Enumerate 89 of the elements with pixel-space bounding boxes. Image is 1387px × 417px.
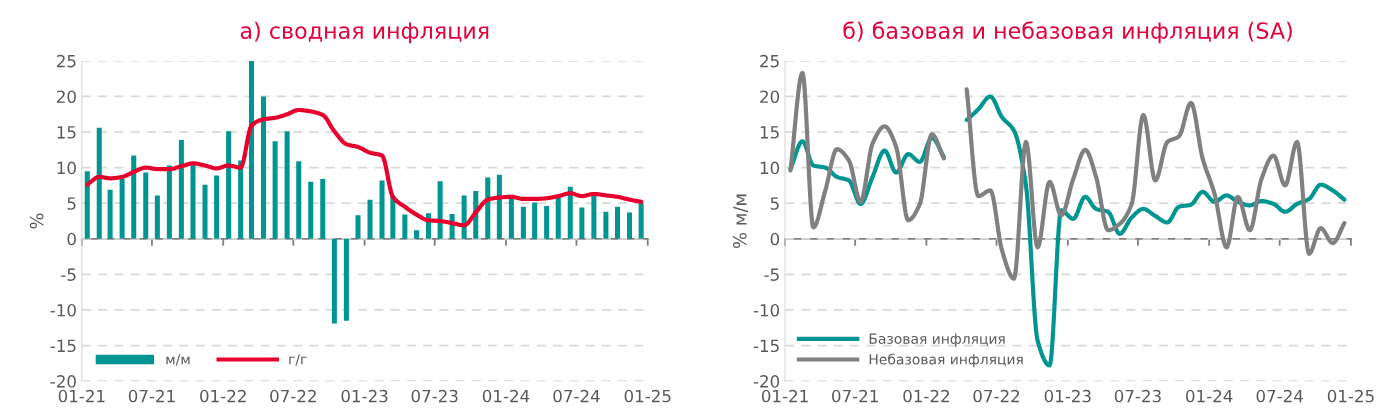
y-tick-label: 0 bbox=[67, 232, 76, 246]
bar bbox=[248, 60, 254, 239]
y-tick-label: 0 bbox=[770, 232, 780, 246]
y-tick-label: -10 bbox=[50, 303, 76, 317]
bar bbox=[178, 139, 184, 239]
bar bbox=[96, 127, 102, 239]
x-tick-label: 01-25 bbox=[1327, 389, 1374, 403]
bar bbox=[214, 175, 220, 239]
bar bbox=[308, 181, 314, 239]
y-tick-label: -5 bbox=[61, 268, 76, 281]
chart-title: а) сводная инфляция bbox=[240, 21, 489, 44]
x-tick-label: 01-22 bbox=[200, 389, 246, 403]
bar bbox=[603, 211, 609, 239]
bar bbox=[379, 180, 385, 239]
bar bbox=[413, 230, 420, 239]
bar bbox=[238, 160, 244, 239]
x-tick-label: 07-22 bbox=[270, 389, 316, 403]
y-tick-label: 20 bbox=[760, 90, 780, 104]
bar bbox=[296, 161, 302, 239]
bar bbox=[579, 207, 585, 239]
bar bbox=[284, 131, 290, 239]
y-tick-label: 5 bbox=[67, 197, 76, 210]
x-tick-label: 01-21 bbox=[761, 389, 808, 403]
bar bbox=[84, 171, 90, 239]
bar bbox=[119, 179, 125, 239]
bar bbox=[544, 206, 550, 239]
x-tick-label: 01-24 bbox=[1186, 389, 1233, 403]
bar bbox=[532, 202, 538, 239]
bar bbox=[627, 212, 633, 239]
x-tick-label: 01-22 bbox=[903, 389, 949, 403]
bar bbox=[154, 195, 160, 239]
x-tick-label: 07-22 bbox=[973, 389, 1020, 403]
bar bbox=[320, 179, 326, 239]
y-tick-label: -10 bbox=[753, 303, 780, 317]
bar bbox=[131, 155, 137, 239]
y-axis-title: % bbox=[29, 213, 44, 229]
bar bbox=[591, 196, 597, 239]
bar bbox=[331, 238, 337, 324]
y-tick-label: 10 bbox=[760, 161, 780, 175]
legend-label: г/г bbox=[289, 354, 307, 366]
x-tick-label: 01-24 bbox=[482, 389, 530, 403]
x-tick-label: 07-23 bbox=[411, 389, 458, 403]
legend-label: Базовая инфляция bbox=[869, 333, 1005, 347]
bar bbox=[355, 215, 361, 239]
bar bbox=[226, 131, 232, 239]
bar bbox=[260, 96, 267, 239]
bar bbox=[496, 174, 502, 239]
bar bbox=[202, 184, 208, 239]
y-tick-label: 25 bbox=[56, 54, 76, 68]
bar bbox=[272, 141, 278, 239]
y-tick-label: 25 bbox=[760, 54, 779, 68]
bar bbox=[143, 172, 149, 239]
bar bbox=[437, 181, 443, 239]
bar bbox=[343, 238, 349, 321]
y-tick-label: 5 bbox=[770, 197, 779, 210]
x-tick-label: 07-21 bbox=[832, 389, 878, 403]
x-tick-label: 01-25 bbox=[624, 389, 671, 403]
y-tick-label: 15 bbox=[57, 126, 76, 139]
x-tick-label: 07-24 bbox=[553, 389, 600, 403]
legend-label: Небазовая инфляция bbox=[869, 353, 1023, 368]
bar bbox=[567, 186, 573, 239]
x-tick-label: 01-23 bbox=[341, 389, 388, 403]
x-tick-label: 07-24 bbox=[1256, 389, 1303, 403]
bar bbox=[107, 189, 113, 239]
x-tick-label: 01-23 bbox=[1044, 389, 1091, 403]
legend-label: м/м bbox=[166, 354, 190, 366]
bar bbox=[485, 177, 491, 239]
y-tick-label: 20 bbox=[56, 90, 76, 104]
bar bbox=[367, 199, 373, 239]
y-tick-label: 15 bbox=[760, 126, 779, 139]
bar bbox=[402, 214, 408, 239]
bar bbox=[555, 197, 561, 239]
x-tick-label: 01-21 bbox=[58, 389, 105, 403]
y-tick-label: -15 bbox=[753, 339, 779, 353]
x-tick-label: 07-21 bbox=[128, 389, 175, 403]
y-axis-title: % м/м bbox=[733, 194, 749, 249]
y-tick-label: 10 bbox=[57, 161, 76, 175]
bar bbox=[638, 203, 644, 239]
y-tick-label: -5 bbox=[764, 268, 779, 281]
y-tick-label: -15 bbox=[50, 339, 76, 353]
bar bbox=[166, 165, 172, 239]
y-tick-label: -20 bbox=[753, 375, 780, 388]
bar bbox=[520, 206, 526, 239]
chart-title: б) базовая и небазовая инфляция (SA) bbox=[843, 21, 1292, 44]
bar bbox=[390, 196, 396, 239]
bar bbox=[190, 164, 196, 239]
y-tick-label: -20 bbox=[50, 375, 76, 388]
x-tick-label: 07-23 bbox=[1114, 389, 1161, 403]
bar bbox=[615, 206, 621, 239]
